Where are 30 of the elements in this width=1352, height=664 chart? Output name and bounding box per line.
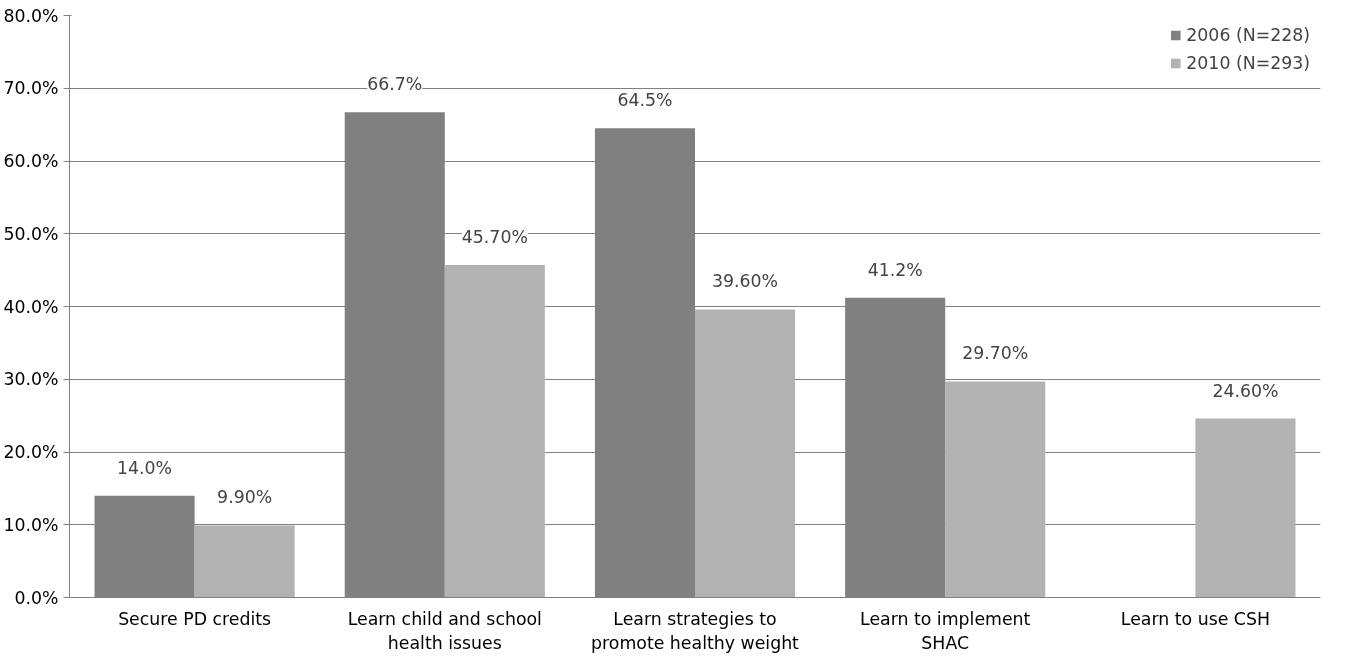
x-tick-label: Learn to use CSH	[1120, 608, 1270, 629]
y-tick-label: 50.0%	[3, 223, 59, 244]
y-tick-label: 80.0%	[3, 5, 59, 26]
bar	[1195, 418, 1296, 598]
data-label: 64.5%	[617, 90, 673, 111]
x-tick-label: Learn to implement SHAC	[860, 608, 1031, 653]
data-label: 29.70%	[962, 343, 1029, 364]
bar	[444, 265, 545, 598]
x-tick-label: Learn strategies to promote healthy weight	[591, 608, 800, 653]
legend-label: 2010 (N=293)	[1186, 53, 1310, 73]
y-tick-label: 70.0%	[3, 78, 59, 99]
x-tick-label: Secure PD credits	[118, 608, 272, 629]
y-tick-label: 10.0%	[3, 514, 59, 535]
x-tick-label: Learn child and school health issues	[347, 608, 542, 653]
y-tick-label: 20.0%	[3, 442, 59, 462]
data-label: 39.60%	[712, 271, 779, 292]
data-label: 24.60%	[1212, 380, 1279, 401]
data-label: 66.7%	[367, 74, 423, 95]
y-tick-label: 0.0%	[14, 587, 59, 608]
data-label: 9.90%	[217, 487, 273, 508]
data-label: 45.70%	[461, 227, 528, 248]
bar	[194, 525, 295, 598]
data-label: 14.0%	[117, 457, 173, 478]
bar	[695, 309, 796, 598]
bar	[945, 381, 1046, 598]
legend-label: 2006 (N=228)	[1186, 25, 1310, 45]
y-tick-label: 40.0%	[3, 296, 59, 317]
data-label: 41.2%	[867, 259, 923, 280]
y-tick-label: 60.0%	[3, 151, 59, 171]
y-tick-label: 30.0%	[3, 369, 59, 390]
